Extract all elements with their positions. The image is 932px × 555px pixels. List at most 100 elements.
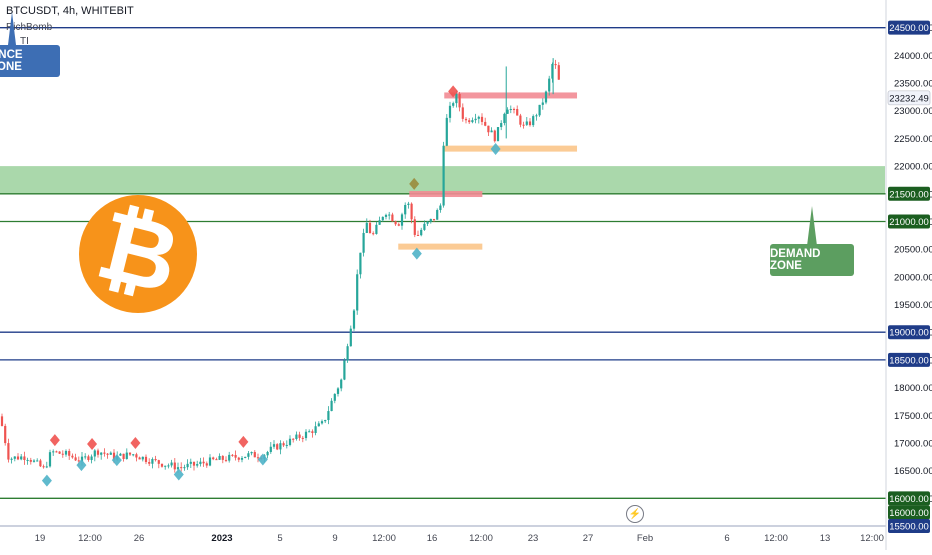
supply-box (444, 92, 578, 99)
candle-body (183, 467, 186, 469)
demand-zone-label: DEMAND ZONE (770, 248, 821, 272)
support-box (398, 243, 483, 250)
candle-body (551, 63, 554, 79)
candle-body (308, 431, 311, 433)
candle-body (448, 105, 452, 118)
level-badge (888, 214, 930, 229)
candle-body (71, 455, 74, 458)
candle-body (391, 214, 394, 222)
candle-body (77, 460, 80, 462)
sell-signal-marker (448, 85, 459, 98)
sell-signal-marker (130, 436, 141, 449)
candle-body (32, 460, 36, 462)
candle-body (461, 107, 464, 119)
candle-body (292, 438, 295, 440)
candle-body (416, 234, 420, 236)
indicator-legend-1[interactable]: RichBomb (6, 22, 53, 33)
candle-body (407, 203, 410, 205)
candle-body (490, 130, 493, 133)
candle-body (288, 438, 292, 445)
candle-body (64, 450, 68, 455)
y-tick-label: 19500.00 (894, 300, 932, 311)
candle-body (218, 455, 221, 460)
y-tick-label: 17500.00 (894, 411, 932, 422)
candle-body (55, 451, 58, 453)
candle-body (352, 310, 356, 329)
buy-signal-marker (257, 453, 268, 466)
candle-body (477, 116, 480, 119)
candle-body (439, 205, 442, 211)
candle-body (512, 109, 516, 111)
candle-body (279, 443, 282, 450)
candle-body (471, 120, 474, 123)
candle-body (103, 452, 106, 454)
candle-body (250, 452, 253, 454)
candle-body (538, 104, 541, 116)
candle-body (372, 233, 375, 235)
candle-body (554, 63, 557, 66)
candle-body (170, 462, 173, 466)
candle-body (487, 125, 490, 133)
buy-signal-marker (76, 459, 87, 472)
candle-body (52, 451, 55, 453)
level-badge (888, 519, 930, 533)
candle-body (196, 464, 199, 466)
candle-body (445, 117, 448, 146)
candle-body (45, 466, 48, 468)
candle-body (480, 116, 484, 122)
candle-body (244, 456, 247, 458)
candle-body (100, 452, 103, 455)
candle-body (295, 434, 298, 439)
candle-body (474, 118, 477, 121)
candle-body (144, 456, 148, 463)
candle-body (548, 78, 551, 92)
candle-body (375, 224, 378, 234)
resistance-zone-label: ANCE ZONE (0, 49, 23, 73)
candle-body (496, 127, 500, 142)
y-tick-label: 18000.00 (894, 383, 932, 394)
candle-body (381, 216, 384, 221)
bitcoin-logo-icon: ₿ (79, 191, 197, 314)
candle-body (324, 420, 327, 422)
candles-layer (0, 58, 560, 473)
candle-body (253, 452, 256, 458)
candle-body (157, 460, 160, 464)
candle-body (189, 461, 192, 464)
candle-body (384, 214, 388, 217)
level-badge (888, 352, 930, 367)
candle-body (96, 450, 100, 455)
candle-body (58, 451, 61, 454)
candle-body (503, 113, 506, 124)
candle-body (112, 452, 116, 460)
candle-body (202, 461, 205, 464)
symbol-legend[interactable]: BTCUSDT, 4h, WHITEBIT (6, 5, 134, 17)
candle-body (394, 221, 397, 225)
y-tick-label: 20000.00 (894, 272, 932, 283)
candle-body (0, 416, 4, 426)
y-tick-label: 23000.00 (894, 106, 932, 117)
candle-body (119, 453, 122, 456)
candle-body (426, 221, 429, 224)
resistance-zone-callout: ANCE ZONE (0, 45, 60, 77)
last-price-badge (887, 90, 931, 106)
candle-body (132, 454, 135, 456)
y-tick-label: 20500.00 (894, 245, 932, 256)
candle-body (429, 218, 432, 222)
candle-body (164, 465, 167, 467)
candle-body (109, 452, 112, 455)
candle-body (135, 454, 138, 458)
sell-signal-marker (238, 435, 249, 448)
x-tick-label: 27 (583, 533, 594, 544)
candle-body (388, 214, 391, 216)
candle-body (160, 463, 164, 467)
level-badge-label: 18500.00 (889, 355, 929, 366)
candle-body (266, 451, 269, 456)
indicator-legend-2[interactable]: TI (20, 36, 29, 47)
candle-body (535, 115, 538, 117)
lightning-icon[interactable]: ⚡ (626, 505, 644, 523)
level-badge-label: 21000.00 (889, 217, 929, 228)
buy-signal-marker (111, 454, 122, 467)
candle-body (122, 453, 125, 459)
